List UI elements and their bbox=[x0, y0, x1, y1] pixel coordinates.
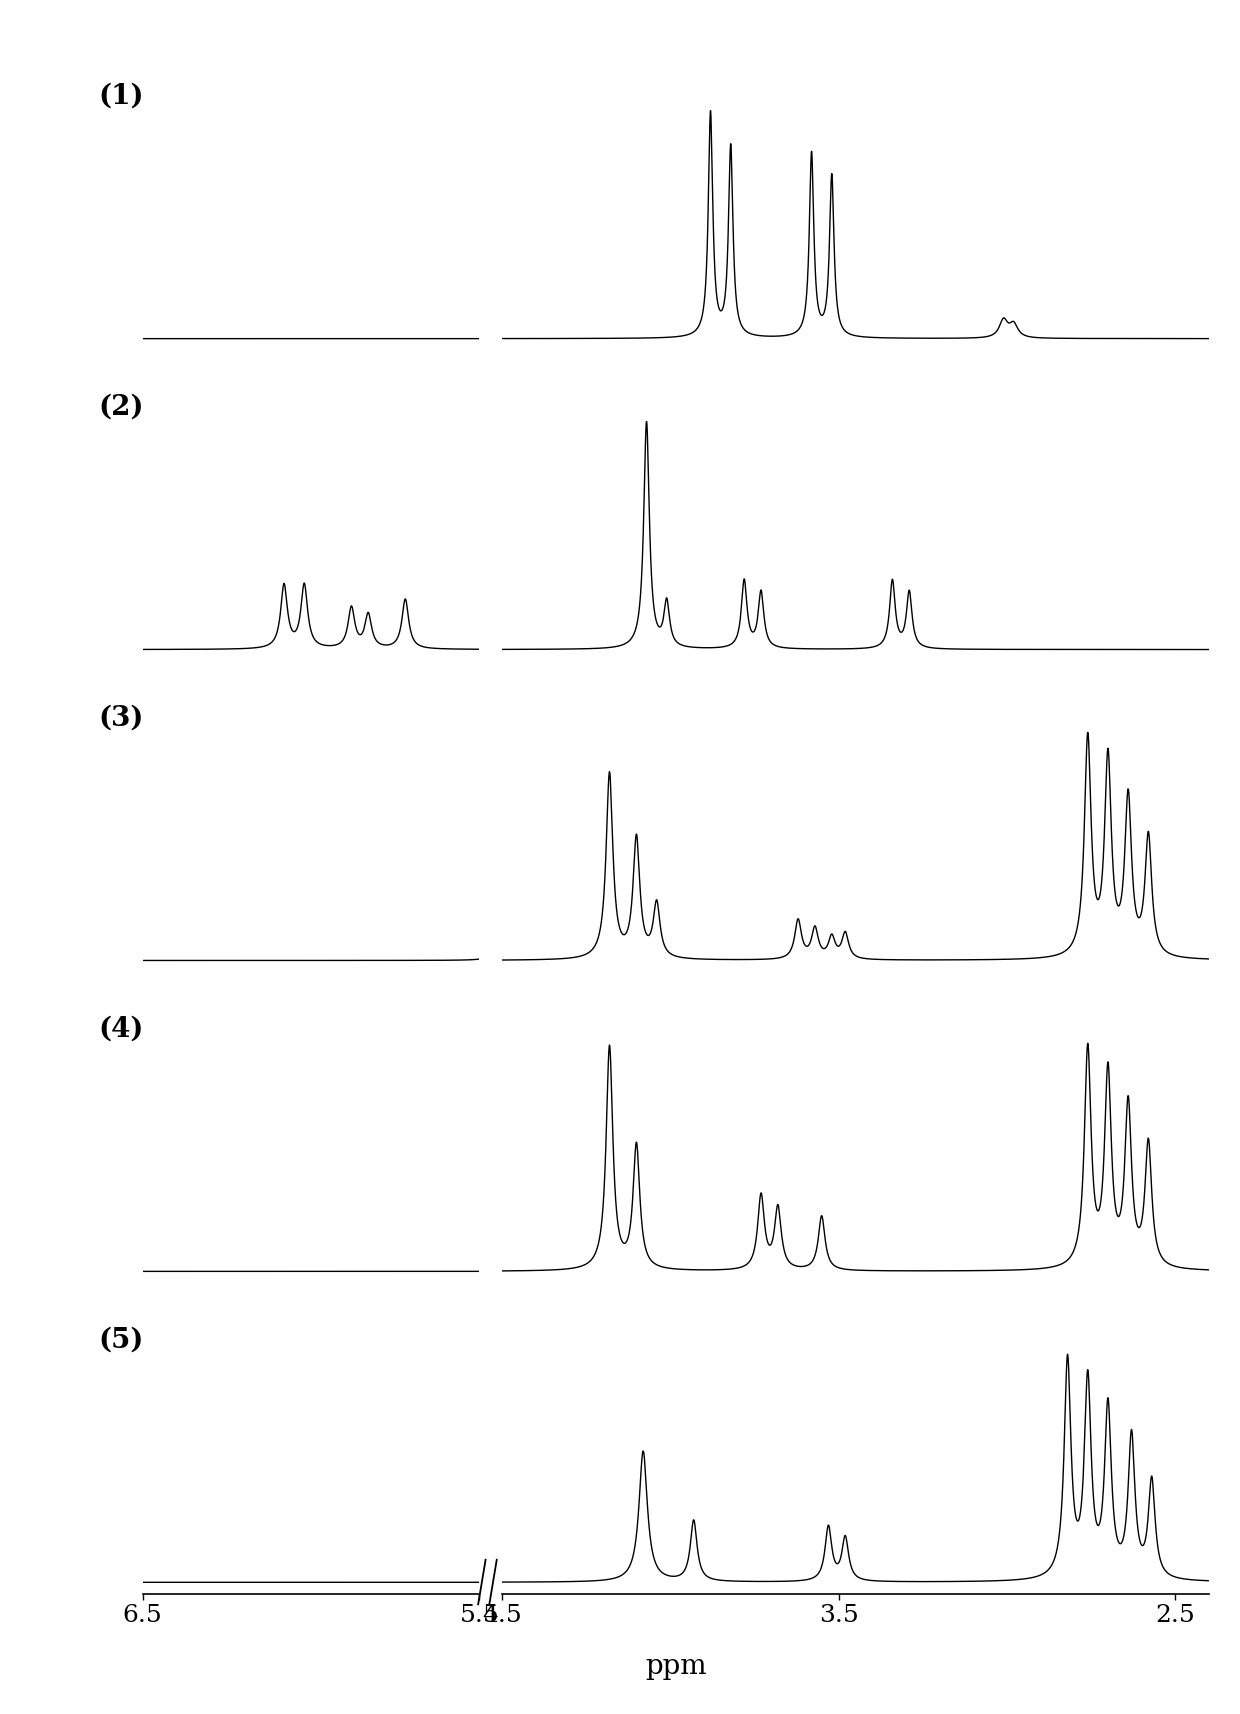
Text: (3): (3) bbox=[99, 704, 144, 732]
Text: (4): (4) bbox=[99, 1015, 144, 1042]
Text: (5): (5) bbox=[99, 1327, 144, 1354]
Text: (2): (2) bbox=[99, 394, 144, 420]
Text: ppm: ppm bbox=[645, 1652, 707, 1680]
Text: (1): (1) bbox=[99, 82, 144, 110]
